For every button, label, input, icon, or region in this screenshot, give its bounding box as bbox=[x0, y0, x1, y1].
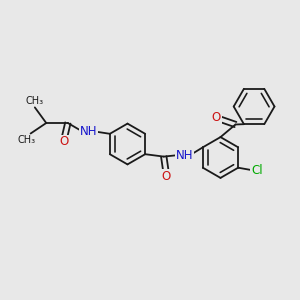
Text: CH₃: CH₃ bbox=[25, 96, 43, 106]
Text: CH₃: CH₃ bbox=[18, 135, 36, 145]
Text: O: O bbox=[60, 135, 69, 148]
Text: NH: NH bbox=[80, 125, 97, 138]
Text: NH: NH bbox=[176, 148, 193, 162]
Text: Cl: Cl bbox=[251, 164, 262, 177]
Text: O: O bbox=[161, 169, 171, 183]
Text: O: O bbox=[212, 111, 221, 124]
